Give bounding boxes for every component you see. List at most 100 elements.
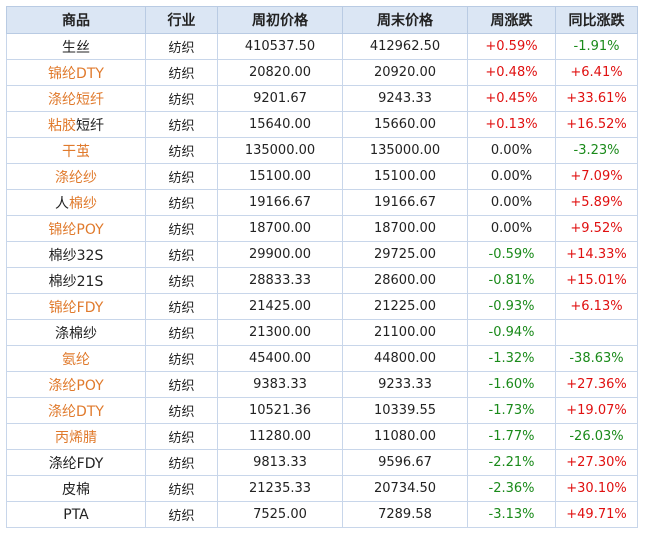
week-end-price-cell: 10339.55: [342, 397, 468, 424]
header-weekly-change[interactable]: 周涨跌: [467, 6, 556, 34]
week-end-price-cell: 21225.00: [342, 293, 468, 320]
commodity-name-text: 皮棉: [62, 481, 90, 498]
week-end-price-cell: 7289.58: [342, 501, 468, 528]
header-week-end-price[interactable]: 周末价格: [342, 6, 468, 34]
header-week-start-price[interactable]: 周初价格: [217, 6, 343, 34]
week-end-price-cell: 20734.50: [342, 475, 468, 502]
yoy-change-cell: +9.52%: [555, 215, 638, 242]
commodity-link[interactable]: 丙烯腈: [55, 429, 97, 446]
yoy-change-cell: +27.30%: [555, 449, 638, 476]
commodity-link[interactable]: 涤纶DTY: [48, 403, 104, 420]
week-end-price-cell: 412962.50: [342, 33, 468, 60]
week-end-price-cell: 21100.00: [342, 319, 468, 346]
industry-cell: 纺织: [145, 111, 218, 138]
commodity-name-cell: 生丝: [6, 33, 146, 60]
industry-cell: 纺织: [145, 137, 218, 164]
week-start-price-cell: 15100.00: [217, 163, 343, 190]
weekly-change-cell: 0.00%: [467, 215, 556, 242]
yoy-change-cell: +33.61%: [555, 85, 638, 112]
table-row: 干茧 纺织 135000.00 135000.00 0.00% -3.23%: [6, 137, 638, 164]
week-end-price-cell: 15660.00: [342, 111, 468, 138]
commodity-name-cell: 涤纶POY: [6, 371, 146, 398]
commodity-name-text: 短纤: [76, 117, 104, 134]
yoy-change-cell: +5.89%: [555, 189, 638, 216]
table-row: 涤纶FDY 纺织 9813.33 9596.67 -2.21% +27.30%: [6, 449, 638, 476]
yoy-change-cell: +19.07%: [555, 397, 638, 424]
week-start-price-cell: 10521.36: [217, 397, 343, 424]
yoy-change-cell: -38.63%: [555, 345, 638, 372]
commodity-link[interactable]: 粘胶: [48, 117, 76, 134]
weekly-change-cell: 0.00%: [467, 137, 556, 164]
commodity-name-cell: 人棉纱: [6, 189, 146, 216]
commodity-name-cell: 氨纶: [6, 345, 146, 372]
week-end-price-cell: 19166.67: [342, 189, 468, 216]
commodity-link[interactable]: 涤纶纱: [55, 169, 97, 186]
commodity-name-cell: PTA: [6, 501, 146, 528]
yoy-change-cell: -26.03%: [555, 423, 638, 450]
commodity-name-text: 涤棉纱: [55, 325, 97, 342]
commodity-name-cell: 涤棉纱: [6, 319, 146, 346]
week-start-price-cell: 45400.00: [217, 345, 343, 372]
commodity-name-text: 棉纱32S: [48, 247, 104, 264]
industry-cell: 纺织: [145, 59, 218, 86]
table-row: 氨纶 纺织 45400.00 44800.00 -1.32% -38.63%: [6, 345, 638, 372]
industry-cell: 纺织: [145, 345, 218, 372]
commodity-link[interactable]: 涤纶短纤: [48, 91, 104, 108]
week-end-price-cell: 20920.00: [342, 59, 468, 86]
week-start-price-cell: 11280.00: [217, 423, 343, 450]
table-row: 涤纶短纤 纺织 9201.67 9243.33 +0.45% +33.61%: [6, 85, 638, 112]
week-start-price-cell: 21300.00: [217, 319, 343, 346]
commodity-name-cell: 涤纶DTY: [6, 397, 146, 424]
header-yoy-change[interactable]: 同比涨跌: [555, 6, 638, 34]
commodity-link[interactable]: 锦纶FDY: [48, 299, 104, 316]
week-end-price-cell: 18700.00: [342, 215, 468, 242]
commodity-link[interactable]: 锦纶DTY: [48, 65, 104, 82]
industry-cell: 纺织: [145, 267, 218, 294]
week-end-price-cell: 9596.67: [342, 449, 468, 476]
commodity-name-cell: 涤纶纱: [6, 163, 146, 190]
yoy-change-cell: +49.71%: [555, 501, 638, 528]
table-header: 商品 行业 周初价格 周末价格 周涨跌 同比涨跌: [6, 6, 638, 34]
weekly-change-cell: -2.36%: [467, 475, 556, 502]
yoy-change-cell: +7.09%: [555, 163, 638, 190]
industry-cell: 纺织: [145, 371, 218, 398]
commodity-name-cell: 锦纶POY: [6, 215, 146, 242]
week-start-price-cell: 410537.50: [217, 33, 343, 60]
commodity-link[interactable]: 棉纱: [69, 195, 97, 212]
table-row: PTA 纺织 7525.00 7289.58 -3.13% +49.71%: [6, 501, 638, 528]
commodity-name-cell: 涤纶短纤: [6, 85, 146, 112]
weekly-change-cell: -0.59%: [467, 241, 556, 268]
industry-cell: 纺织: [145, 215, 218, 242]
weekly-change-cell: -1.73%: [467, 397, 556, 424]
commodity-link[interactable]: 氨纶: [62, 351, 90, 368]
week-start-price-cell: 21425.00: [217, 293, 343, 320]
week-end-price-cell: 11080.00: [342, 423, 468, 450]
table-row: 生丝 纺织 410537.50 412962.50 +0.59% -1.91%: [6, 33, 638, 60]
yoy-change-cell: +16.52%: [555, 111, 638, 138]
yoy-change-cell: -3.23%: [555, 137, 638, 164]
week-start-price-cell: 15640.00: [217, 111, 343, 138]
yoy-change-cell: +6.13%: [555, 293, 638, 320]
week-end-price-cell: 44800.00: [342, 345, 468, 372]
weekly-change-cell: +0.59%: [467, 33, 556, 60]
commodity-link[interactable]: 涤纶POY: [48, 377, 104, 394]
table-row: 锦纶POY 纺织 18700.00 18700.00 0.00% +9.52%: [6, 215, 638, 242]
yoy-change-cell: +27.36%: [555, 371, 638, 398]
weekly-change-cell: 0.00%: [467, 163, 556, 190]
weekly-change-cell: -0.93%: [467, 293, 556, 320]
header-commodity[interactable]: 商品: [6, 6, 146, 34]
header-industry[interactable]: 行业: [145, 6, 218, 34]
yoy-change-cell: -1.91%: [555, 33, 638, 60]
commodity-name-cell: 涤纶FDY: [6, 449, 146, 476]
commodity-name-cell: 棉纱32S: [6, 241, 146, 268]
commodity-link[interactable]: 干茧: [62, 143, 90, 160]
table-row: 棉纱32S 纺织 29900.00 29725.00 -0.59% +14.33%: [6, 241, 638, 268]
yoy-change-cell: +30.10%: [555, 475, 638, 502]
weekly-change-cell: +0.45%: [467, 85, 556, 112]
week-end-price-cell: 9233.33: [342, 371, 468, 398]
table-row: 涤纶DTY 纺织 10521.36 10339.55 -1.73% +19.07%: [6, 397, 638, 424]
commodity-price-table: 商品 行业 周初价格 周末价格 周涨跌 同比涨跌 生丝 纺织 410537.50 41…: [6, 6, 638, 528]
industry-cell: 纺织: [145, 33, 218, 60]
commodity-link[interactable]: 锦纶POY: [48, 221, 104, 238]
week-start-price-cell: 21235.33: [217, 475, 343, 502]
